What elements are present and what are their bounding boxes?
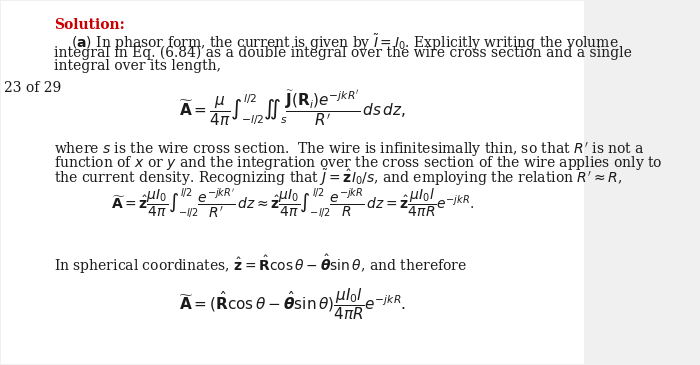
Text: 23 of 29: 23 of 29 <box>4 81 62 95</box>
Text: $(\mathbf{a})$ In phasor form, the current is given by $\widetilde{I}=I_0$. Expl: $(\mathbf{a})$ In phasor form, the curre… <box>71 32 619 53</box>
Text: $\widetilde{\mathbf{A}} = (\hat{\mathbf{R}}\cos\theta - \hat{\boldsymbol{\theta}: $\widetilde{\mathbf{A}} = (\hat{\mathbf{… <box>179 286 406 322</box>
Text: where $s$ is the wire cross section.  The wire is infinitesimally thin, so that : where $s$ is the wire cross section. The… <box>54 141 645 159</box>
Text: Solution:: Solution: <box>54 18 125 32</box>
Text: In spherical coordinates, $\hat{\mathbf{z}} = \hat{\mathbf{R}}\cos\theta - \hat{: In spherical coordinates, $\hat{\mathbf{… <box>54 253 467 276</box>
Text: function of $x$ or $y$ and the integration over the cross section of the wire ap: function of $x$ or $y$ and the integrati… <box>54 154 662 172</box>
Text: the current density. Recognizing that $\widetilde{J}=\hat{\mathbf{z}}I_0/s$, and: the current density. Recognizing that $\… <box>54 168 622 188</box>
Text: $\widetilde{\mathbf{A}} = \hat{\mathbf{z}}\dfrac{\mu I_0}{4\pi}\int_{-l/2}^{l/2}: $\widetilde{\mathbf{A}} = \hat{\mathbf{z… <box>111 186 474 220</box>
Text: integral over its length,: integral over its length, <box>54 59 220 73</box>
Text: $\widetilde{\mathbf{A}} = \dfrac{\mu}{4\pi}\int_{-l/2}^{l/2}\iint_s \dfrac{\wide: $\widetilde{\mathbf{A}} = \dfrac{\mu}{4\… <box>179 88 406 128</box>
FancyBboxPatch shape <box>1 1 584 364</box>
Text: integral in Eq. (6.84) as a double integral over the wire cross section and a si: integral in Eq. (6.84) as a double integ… <box>54 46 631 60</box>
